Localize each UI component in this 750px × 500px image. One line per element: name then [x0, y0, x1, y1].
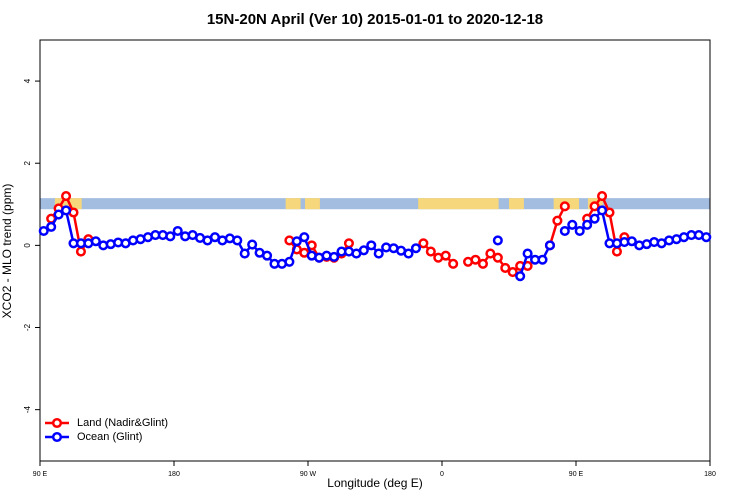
data-point [247, 239, 258, 250]
land-segment [285, 198, 301, 210]
plot-frame [39, 39, 711, 462]
data-point [626, 236, 637, 247]
data-point [582, 219, 593, 230]
chart-title: 15N-20N April (Ver 10) 2015-01-01 to 202… [207, 11, 543, 28]
data-point [611, 246, 622, 257]
data-point [701, 232, 712, 243]
x-tick-label: 90 W [300, 471, 317, 478]
data-point [589, 213, 600, 224]
data-point [262, 250, 273, 261]
data-point [90, 236, 101, 247]
land-segment [418, 198, 499, 210]
data-point [470, 254, 481, 265]
x-axis-label: Longitude (deg E) [327, 476, 422, 490]
land-segment [305, 198, 320, 210]
data-point [522, 248, 533, 259]
data-point [425, 246, 436, 257]
data-point [559, 201, 570, 212]
data-point [440, 250, 451, 261]
data-point [500, 262, 511, 274]
y-tick-label: -4 [23, 406, 32, 414]
data-point [492, 252, 503, 263]
x-tick-label: 0 [440, 471, 444, 478]
data-point [410, 243, 421, 254]
ocean-band [40, 198, 710, 210]
x-tick-label: 180 [704, 471, 716, 478]
data-point [232, 235, 243, 246]
land-segment [509, 198, 524, 210]
data-point [75, 246, 86, 257]
data-point [552, 215, 563, 226]
data-point [492, 235, 503, 246]
x-tick-label: 90 E [569, 471, 584, 478]
data-point [574, 225, 585, 237]
data-point [38, 225, 49, 237]
data-point [291, 236, 302, 247]
data-point [597, 205, 608, 216]
data-point [239, 248, 250, 259]
data-point [403, 248, 414, 259]
data-point [418, 238, 429, 249]
data-point [46, 221, 57, 232]
data-point [559, 225, 570, 237]
y-tick-label: 2 [23, 160, 32, 165]
legend-marker [51, 431, 63, 443]
data-point [61, 191, 72, 202]
legend-label: Ocean (Glint) [77, 431, 142, 443]
data-point [515, 271, 526, 282]
data-point [53, 209, 64, 220]
data-point [477, 258, 488, 269]
legend-marker [51, 417, 63, 429]
data-point [299, 232, 310, 243]
data-point [373, 248, 384, 259]
data-point [172, 225, 183, 237]
x-tick-label: 180 [168, 471, 180, 478]
data-point [537, 254, 548, 265]
data-point [597, 191, 608, 202]
data-point [589, 201, 600, 212]
data-point [507, 267, 518, 278]
data-point [358, 245, 369, 256]
y-tick-label: -2 [23, 323, 32, 331]
data-point [165, 231, 176, 242]
data-point [343, 238, 354, 249]
data-point [329, 251, 340, 262]
y-tick-label: 0 [23, 243, 32, 248]
data-point [448, 258, 459, 269]
data-point [485, 248, 496, 259]
y-axis-label: XCO2 - MLO trend (ppm) [0, 184, 14, 319]
data-point [544, 240, 555, 251]
y-tick-label: 4 [23, 78, 32, 83]
data-point [366, 240, 377, 251]
data-point [567, 219, 578, 230]
legend-label: Land (Nadir&Glint) [77, 417, 168, 429]
x-tick-label: 90 E [33, 471, 48, 478]
data-point [284, 256, 295, 267]
data-point [61, 205, 72, 216]
